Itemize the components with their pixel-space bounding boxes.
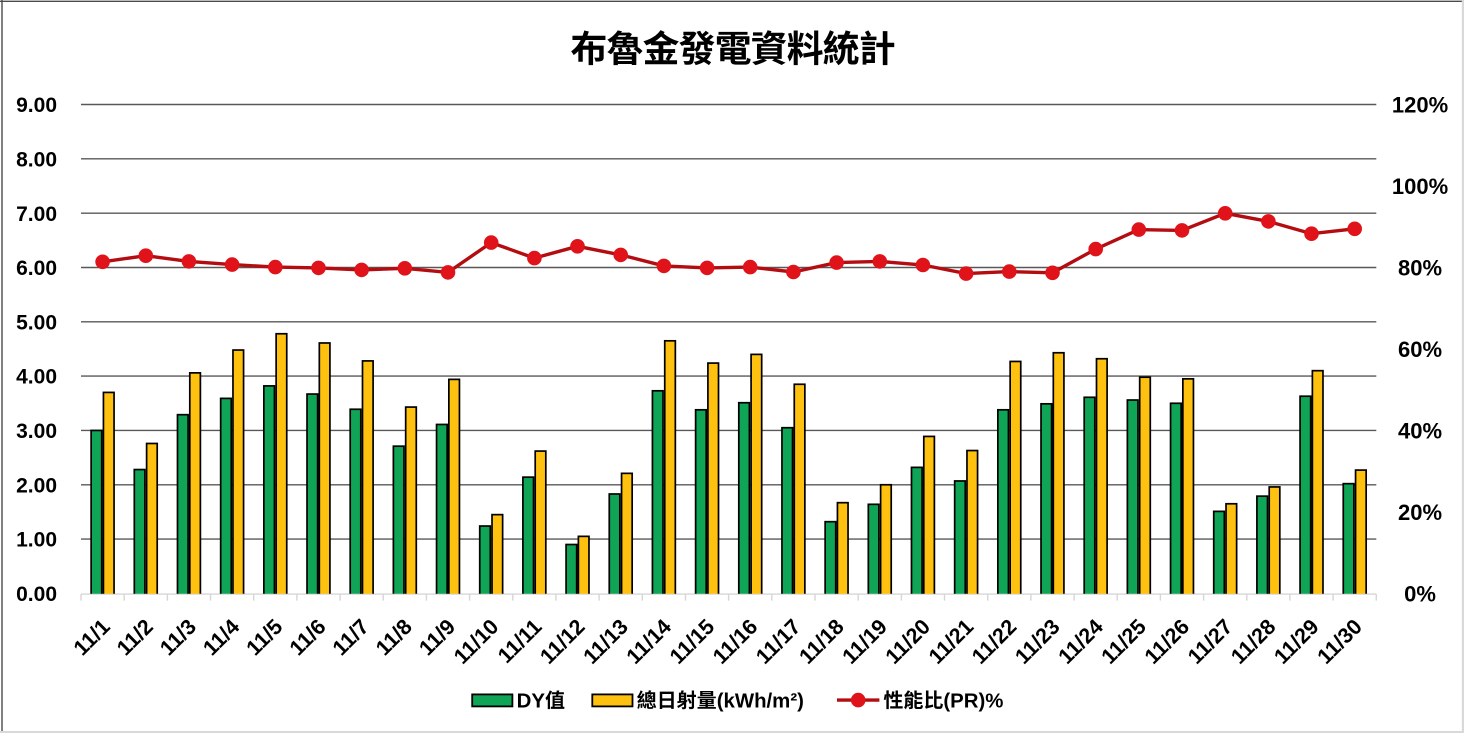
svg-text:2.00: 2.00 xyxy=(16,474,57,497)
svg-text:7.00: 7.00 xyxy=(16,203,57,226)
svg-text:100%: 100% xyxy=(1392,174,1448,199)
svg-text:120%: 120% xyxy=(1392,93,1448,118)
svg-text:20%: 20% xyxy=(1398,500,1442,525)
svg-text:80%: 80% xyxy=(1398,256,1442,281)
svg-text:4.00: 4.00 xyxy=(16,366,57,389)
svg-text:(PR)%: (PR)% xyxy=(943,690,1003,712)
svg-text:1.00: 1.00 xyxy=(16,529,57,552)
svg-text:0%: 0% xyxy=(1404,581,1436,606)
svg-text:9.00: 9.00 xyxy=(16,94,57,117)
svg-text:60%: 60% xyxy=(1398,337,1442,362)
svg-text:5.00: 5.00 xyxy=(16,311,57,334)
svg-text:3.00: 3.00 xyxy=(16,420,57,443)
svg-text:0.00: 0.00 xyxy=(16,583,57,606)
svg-text:(kWh/m²): (kWh/m²) xyxy=(717,690,804,712)
svg-text:40%: 40% xyxy=(1398,418,1442,443)
svg-text:8.00: 8.00 xyxy=(16,148,57,171)
svg-text:6.00: 6.00 xyxy=(16,257,57,280)
svg-text:DY: DY xyxy=(517,690,546,712)
